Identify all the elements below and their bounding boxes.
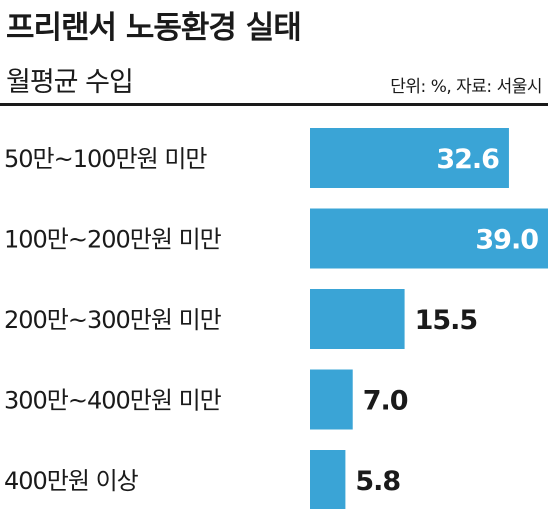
chart-title: 프리랜서 노동환경 실태 <box>6 10 302 46</box>
value-label: 15.5 <box>415 305 478 336</box>
bar <box>310 369 353 430</box>
value-label: 7.0 <box>363 386 408 417</box>
value-label: 32.6 <box>436 144 499 175</box>
category-label: 400만원 이상 <box>4 467 139 495</box>
category-label: 300만~400만원 미만 <box>4 387 222 415</box>
header-divider <box>0 103 548 106</box>
value-label: 5.8 <box>355 466 400 497</box>
category-label: 200만~300만원 미만 <box>4 306 222 334</box>
bar <box>310 289 405 349</box>
chart-subtitle: 월평균 수입 <box>6 67 134 98</box>
unit-source-note: 단위: %, 자료: 서울시 <box>390 77 542 97</box>
value-label: 39.0 <box>475 225 538 256</box>
category-label: 50만~100만원 미만 <box>4 145 207 173</box>
bar <box>310 450 346 509</box>
bar <box>310 208 548 269</box>
bar <box>310 128 509 188</box>
category-label: 100만~200만원 미만 <box>4 226 222 254</box>
